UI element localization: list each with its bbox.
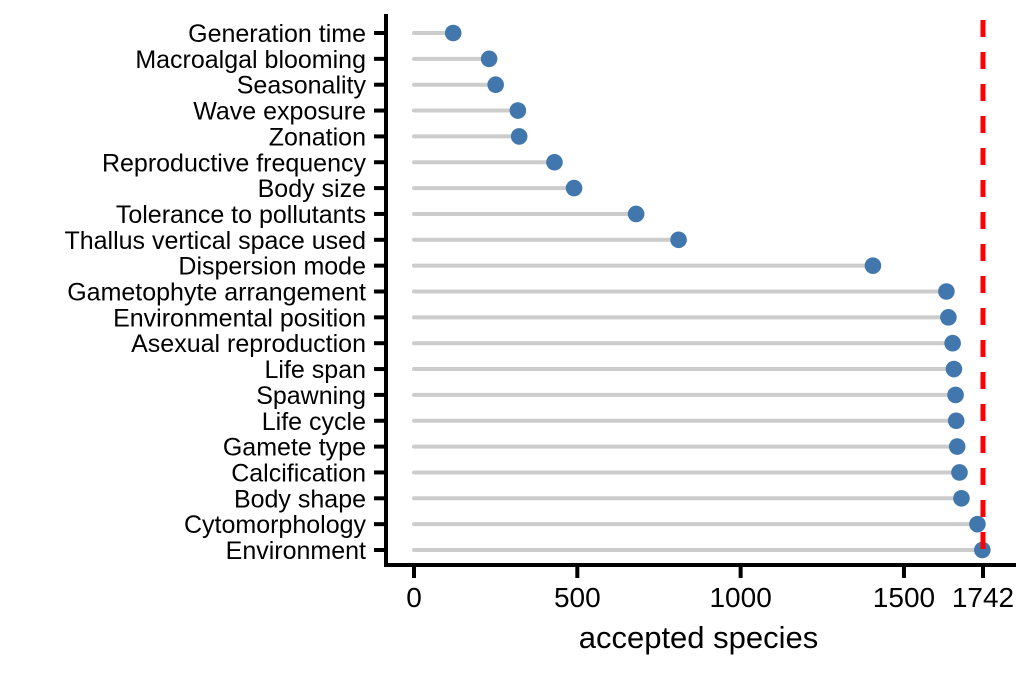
y-axis-label: Zonation <box>269 123 366 151</box>
data-point-dot <box>944 334 961 352</box>
data-point-dot <box>947 412 965 430</box>
data-point-dot <box>953 490 970 507</box>
y-axis-label: Generation time <box>188 20 366 48</box>
data-point-dot <box>509 102 527 119</box>
data-point-dot <box>969 515 986 533</box>
data-point-dot <box>945 360 963 378</box>
y-axis-label: Body shape <box>234 485 366 513</box>
data-point-dot <box>940 309 957 326</box>
y-axis-label: Calcification <box>231 459 366 487</box>
data-point-dot <box>938 283 955 300</box>
y-axis-label: Life cycle <box>262 408 366 436</box>
y-axis-label: Dispersion mode <box>178 253 366 281</box>
y-axis-label: Body size <box>258 175 366 203</box>
data-point-dot <box>546 153 563 171</box>
data-point-dot <box>947 386 964 404</box>
y-axis-label: Gametophyte arrangement <box>67 279 366 307</box>
y-axis-label: Gamete type <box>223 434 366 462</box>
data-point-dot <box>510 128 528 145</box>
x-tick-label: 1000 <box>709 582 771 613</box>
data-point-dot <box>480 50 498 68</box>
x-axis-title: accepted species <box>579 620 819 655</box>
data-point-dot <box>444 24 462 42</box>
x-tick-label: 500 <box>554 582 601 613</box>
y-axis-label: Macroalgal blooming <box>135 46 366 74</box>
y-axis-label: Life span <box>265 356 366 384</box>
y-axis-label: Spawning <box>256 382 366 410</box>
x-tick-label: 1500 <box>873 582 935 613</box>
data-point-dot <box>951 464 968 481</box>
y-axis-label: Cytomorphology <box>184 511 367 539</box>
data-point-dot <box>487 76 504 93</box>
y-axis-label: Thallus vertical space used <box>64 227 366 255</box>
y-axis-label: Seasonality <box>237 72 367 100</box>
y-axis-label: Asexual reproduction <box>131 330 366 358</box>
y-axis-label: Tolerance to pollutants <box>116 201 366 229</box>
x-tick-label: 1742 <box>952 582 1014 613</box>
x-tick-label: 0 <box>406 582 422 613</box>
data-point-dot <box>974 541 991 559</box>
data-point-dot <box>565 179 583 197</box>
data-point-dot <box>627 205 645 223</box>
y-axis-label: Wave exposure <box>193 98 366 126</box>
data-point-dot <box>670 231 687 249</box>
y-axis-label: Environmental position <box>113 304 366 332</box>
y-axis-label: Reproductive frequency <box>102 149 367 177</box>
y-axis-label: Environment <box>226 537 366 565</box>
data-point-dot <box>864 257 882 274</box>
data-point-dot <box>948 438 966 455</box>
